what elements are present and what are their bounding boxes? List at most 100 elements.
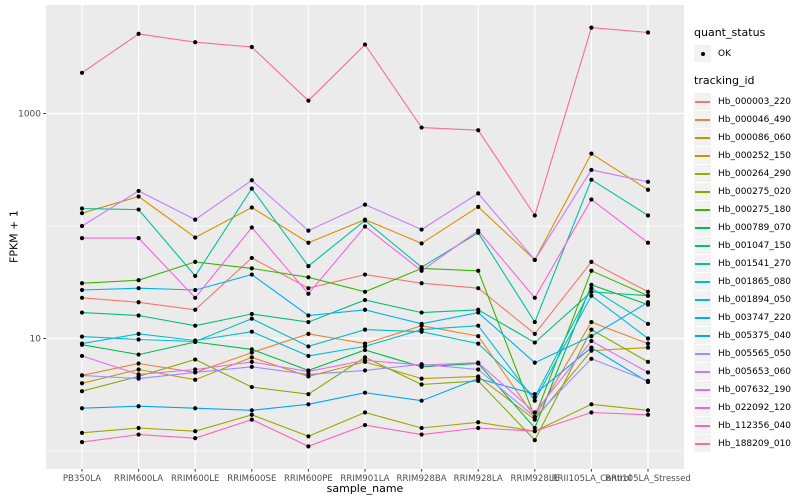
data-point [193,436,198,441]
data-point [645,187,651,192]
data-point [645,378,651,383]
data-point [645,321,651,326]
legend-key-line-icon [694,435,711,452]
data-point [532,425,537,431]
data-point [419,265,424,270]
x-tick-label: PB350LA [63,474,101,484]
data-point [79,430,85,435]
data-point [306,286,311,291]
legend-key-line-icon [694,183,711,200]
legend-item-Hb_001047_150: Hb_001047_150 [694,237,800,254]
x-tick-label: RRII105LA_Stressed [605,474,691,484]
y-tick-label: 10 [30,335,42,345]
data-point [589,334,594,339]
data-point [193,323,198,328]
data-point [249,359,254,364]
data-point [419,363,424,368]
data-point [306,228,311,233]
legend-item-Hb_000086_060: Hb_000086_060 [694,129,800,146]
data-point [532,415,537,420]
data-point [79,381,85,386]
data-point [193,307,198,312]
data-point [645,370,651,375]
data-point [589,327,594,332]
data-point [193,40,198,45]
data-point [362,422,368,428]
data-point [419,382,424,387]
data-point [193,295,198,300]
data-point [249,225,254,230]
data-point [362,289,368,294]
data-point [249,329,254,334]
legend-item-label: Hb_000086_060 [718,132,792,143]
data-point [476,323,481,328]
data-point [476,268,481,273]
data-point [136,236,141,241]
data-point [419,281,424,286]
legend-item-Hb_000264_290: Hb_000264_290 [694,165,800,182]
data-point [362,297,368,303]
data-point [645,179,651,184]
legend-item-label: OK [718,48,731,59]
data-point [589,289,594,294]
data-point [306,353,311,359]
legend-key-line-icon [694,291,711,308]
x-tick-label: RRIM600LE [171,474,220,484]
data-point [362,218,368,223]
data-point [589,259,594,264]
x-tick-label: RRIM600PE [284,474,333,484]
data-point [306,434,311,439]
data-point [79,223,85,229]
data-point [476,341,481,346]
data-point [306,344,311,349]
data-point [306,369,311,374]
data-point [249,347,254,352]
data-point [532,395,537,400]
data-point [589,348,594,353]
data-point [306,291,311,296]
x-tick-label: RRIM600SE [227,474,276,484]
data-point [589,338,594,344]
legend-title-quant-status: quant_status [694,26,766,39]
legend-item-Hb_000789_070: Hb_000789_070 [694,219,800,236]
x-tick-label: RRIM928LE [511,474,560,484]
data-point [645,408,651,413]
legend-item-Hb_001541_270: Hb_001541_270 [694,255,800,272]
data-point [79,206,85,211]
legend-item-label: Hb_001541_270 [718,258,792,269]
legend-key-line-icon [694,417,711,434]
data-point [532,319,537,325]
data-point [136,425,141,431]
data-point [645,213,651,218]
x-tick-label: RRIM600LA [114,474,163,484]
legend-item-Hb_001865_080: Hb_001865_080 [694,273,800,290]
data-point [362,327,368,332]
data-point [362,202,368,207]
data-point [193,217,198,222]
legend-item-label: Hb_000275_020 [718,186,792,197]
legend-key-line-icon [694,129,711,146]
legend-key-line-icon [694,345,711,362]
legend-key-line-icon [694,273,711,290]
data-point [362,344,368,349]
data-point [193,259,198,264]
data-point [532,360,537,365]
legend-item-Hb_003747_220: Hb_003747_220 [694,309,800,326]
data-point [79,341,85,346]
data-point [249,355,254,360]
data-point [136,207,141,212]
data-point [476,420,481,425]
legend-item-label: Hb_001865_080 [718,276,792,287]
data-point [306,275,311,280]
data-point [589,286,594,291]
data-point [249,178,254,183]
legend-key-line-icon [694,93,711,110]
legend-key-line-icon [694,399,711,416]
data-point [419,268,424,273]
data-point [476,228,481,233]
data-point [476,204,481,209]
data-point [419,321,424,326]
data-point [645,240,651,245]
data-point [136,188,141,194]
